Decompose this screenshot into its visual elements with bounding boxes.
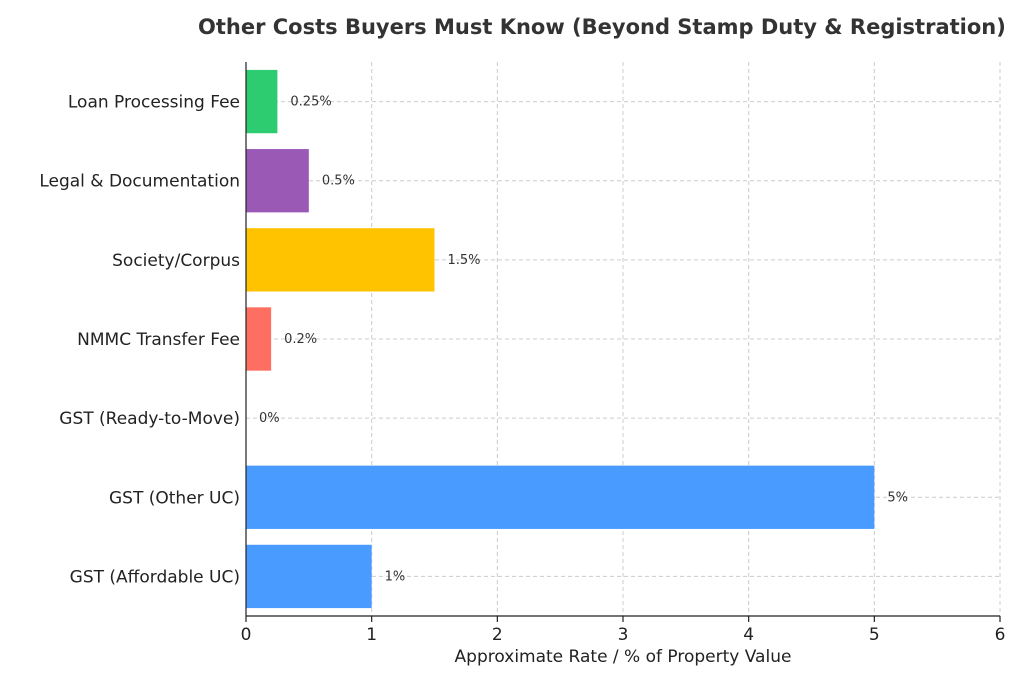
- data-labels: 0.25% 0.5% 1.5% 0.2% 0% 5% 1%: [259, 95, 908, 585]
- category-label: Loan Processing Fee: [68, 93, 240, 113]
- bar-value-label: 0.5%: [322, 174, 355, 189]
- category-label: GST (Affordable UC): [70, 567, 240, 587]
- chart-title: Other Costs Buyers Must Know (Beyond Sta…: [198, 15, 1006, 39]
- bar-value-label: 1%: [385, 569, 406, 584]
- bar: [246, 69, 278, 134]
- grid: [245, 62, 1001, 616]
- x-tick-label: 0: [241, 625, 252, 645]
- category-label: GST (Ready-to-Move): [59, 409, 240, 429]
- bar-value-label: 1.5%: [448, 253, 481, 268]
- bar: [246, 307, 272, 371]
- x-tick-label: 4: [743, 625, 754, 645]
- bar-value-label: 0%: [259, 411, 280, 426]
- bar-value-label: 0.2%: [284, 332, 317, 347]
- x-tick-label: 5: [869, 625, 880, 645]
- bar: [246, 465, 875, 529]
- x-axis-ticks: 0 1 2 3 4 5 6: [241, 616, 1006, 645]
- category-labels: Loan Processing Fee Legal & Documentation…: [39, 93, 240, 588]
- x-tick-label: 1: [366, 625, 377, 645]
- bar: [246, 228, 435, 292]
- bars: [246, 69, 875, 609]
- category-label: Legal & Documentation: [39, 172, 240, 192]
- bar-value-label: 5%: [887, 490, 908, 505]
- bar-value-label: 0.25%: [290, 95, 331, 110]
- category-label: NMMC Transfer Fee: [77, 330, 240, 350]
- x-axis-label: Approximate Rate / % of Property Value: [455, 647, 792, 667]
- category-label: GST (Other UC): [109, 488, 240, 508]
- x-tick-label: 2: [492, 625, 503, 645]
- bar: [246, 544, 372, 609]
- bar: [246, 149, 309, 213]
- category-label: Society/Corpus: [112, 251, 240, 271]
- x-tick-label: 3: [618, 625, 629, 645]
- x-tick-label: 6: [995, 625, 1006, 645]
